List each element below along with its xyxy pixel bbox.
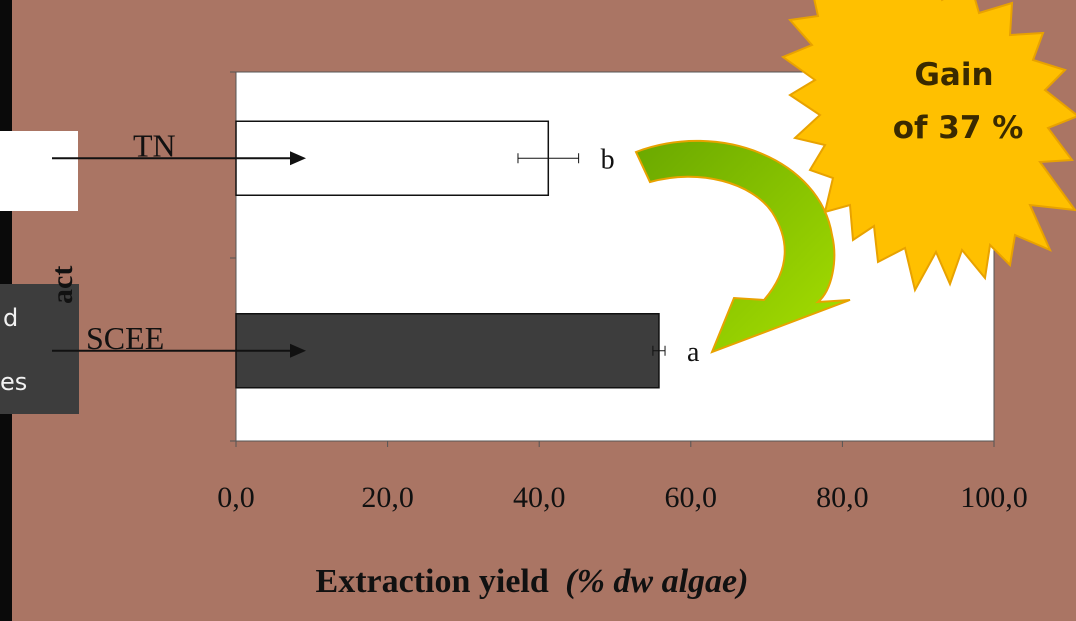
x-tick-label: 0,0 <box>217 481 255 514</box>
callout-line-1: Gain <box>914 57 993 93</box>
x-axis: 0,0 20,0 40,0 60,0 80,0 100,0 <box>217 71 1028 514</box>
significance-label: b <box>601 144 615 175</box>
starburst-callout-shape <box>780 0 1076 293</box>
bars: ba <box>235 120 700 389</box>
x-axis-title: Extraction yield (% dw algae) <box>316 563 749 600</box>
x-tick-label: 80,0 <box>816 481 869 514</box>
left-dark-panel: d es <box>0 284 79 414</box>
curved-arrow-icon <box>634 139 851 354</box>
left-white-panel <box>0 131 78 211</box>
x-tick-label: 100,0 <box>960 481 1028 514</box>
significance-label: a <box>687 337 700 368</box>
x-axis-title-italic: (% dw algae) <box>565 563 748 600</box>
dark-panel-text-2: es <box>0 368 28 396</box>
dark-panel-text-1: d <box>3 304 19 332</box>
x-tick-label: 20,0 <box>361 481 414 514</box>
pointer-arrowhead-icon <box>290 151 306 166</box>
x-tick-label: 60,0 <box>665 481 718 514</box>
pointer-arrowhead-icon <box>290 343 306 358</box>
x-tick-label: 40,0 <box>513 481 566 514</box>
x-axis-title-bold: Extraction yield <box>316 563 549 600</box>
callout-line-2: of 37 % <box>893 110 1024 146</box>
